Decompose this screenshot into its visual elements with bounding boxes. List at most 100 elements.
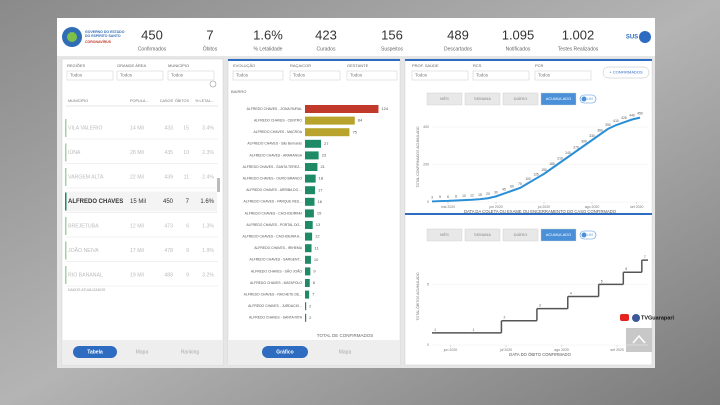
bar[interactable] [305,244,312,253]
tab[interactable]: Mapa [339,349,352,355]
bar[interactable] [305,209,314,218]
bar[interactable] [305,267,311,276]
view-label[interactable]: ACUMULADO [546,232,572,237]
table-cell[interactable]: ALFREDO CHAVES [68,199,123,205]
table-cell[interactable]: RIO BANANAL [68,272,103,278]
table-cell[interactable]: 9 [186,272,189,278]
view-button[interactable] [426,92,463,106]
table-cell[interactable]: 1.9% [202,248,214,254]
bar[interactable] [305,151,319,160]
tab-active[interactable] [73,346,117,358]
bar[interactable] [305,139,321,148]
table-cell[interactable]: 17 Mil [130,248,144,254]
bar[interactable] [305,186,316,195]
table-cell[interactable]: 1.3% [202,223,214,229]
table-cell[interactable]: 15 Mil [130,199,146,205]
view-button[interactable] [502,92,539,106]
view-label[interactable]: SEMANA [474,232,491,237]
table-cell[interactable]: 3.2% [202,272,214,278]
table-cell[interactable]: 14 Mil [130,125,144,131]
x-tick-label: ago 2020 [554,348,569,352]
view-button[interactable] [464,228,501,242]
bar[interactable] [305,174,316,183]
table-cell[interactable]: 473 [164,223,173,229]
scroll-top-button[interactable] [626,328,652,352]
view-button[interactable] [502,228,539,242]
table-cell[interactable]: 433 [164,125,173,131]
button-label[interactable]: + CONFIRMADOS [609,70,643,75]
help-icon[interactable] [209,80,217,88]
dropdown[interactable] [289,70,341,81]
table-cell[interactable]: 11 [184,174,189,180]
table-cell[interactable]: 478 [164,248,173,254]
bar[interactable] [305,313,307,322]
button[interactable] [602,66,650,79]
bar[interactable] [305,255,311,264]
view-button[interactable] [426,228,463,242]
table-cell[interactable]: 435 [164,150,173,156]
dropdown[interactable] [66,70,114,81]
chart-title: BAIRRO [231,89,246,94]
table-cell[interactable]: IÚNA [68,149,81,156]
view-label[interactable]: MÊS [440,232,449,237]
dropdown[interactable] [167,70,215,81]
view-label[interactable]: SEMANA [474,96,491,101]
dropdown[interactable] [116,70,164,81]
data-label: 12 [315,234,320,239]
tab[interactable]: Ranking [181,349,200,355]
bar[interactable] [305,197,315,206]
bar[interactable] [305,221,313,229]
sus-text: SUS [626,35,638,41]
table-cell[interactable]: 9 [186,248,189,254]
table-cell[interactable]: 450 [163,199,174,205]
view-button[interactable] [464,92,501,106]
bar[interactable] [305,302,307,311]
tab[interactable]: Tabela [87,349,103,355]
dropdown[interactable] [472,70,530,81]
row-indicator [65,168,67,186]
table-cell[interactable]: 6 [186,223,189,229]
view-label[interactable]: MÊS [440,96,449,101]
table-cell[interactable]: 1.6% [200,199,214,205]
table-cell[interactable]: 22 Mil [130,174,144,180]
tab[interactable]: Gráfico [276,349,294,355]
table-cell[interactable]: 10 [183,150,189,156]
table-cell[interactable]: 15 [183,125,189,131]
dropdown[interactable] [232,70,284,81]
bar[interactable] [305,163,318,171]
bar[interactable] [305,232,313,241]
dropdown[interactable] [534,70,592,81]
view-button[interactable] [540,92,577,106]
data-label: 2 [309,315,312,320]
scrollbar[interactable] [217,178,220,192]
bar[interactable] [305,290,310,299]
tab-active[interactable] [262,346,308,358]
tab[interactable]: Mapa [136,349,149,355]
dropdown[interactable] [411,70,469,81]
bar[interactable] [305,279,310,287]
table-cell[interactable]: 28 Mil [130,150,144,156]
view-label[interactable]: ACUMULADO [546,96,572,101]
data-label: 210 [557,157,563,161]
table-cell[interactable]: 7 [186,199,190,205]
data-label: 10 [462,194,466,198]
table-cell[interactable]: VILA VALERIO [68,125,103,131]
table-cell[interactable]: 12 Mil [130,223,144,229]
table-cell[interactable]: JOÃO NEIVA [68,247,99,254]
view-label[interactable]: DIÁRIO [514,232,528,237]
bar[interactable] [305,116,355,125]
table-cell[interactable]: 19 Mil [130,272,144,278]
table-cell[interactable]: BREJETUBA [68,223,99,229]
table-cell[interactable]: 439 [164,174,173,180]
table-cell[interactable]: 488 [164,272,173,278]
dropdown[interactable] [346,70,398,81]
table-cell[interactable]: VARGEM ALTA [68,174,104,180]
table-cell[interactable]: 3.4% [202,125,214,131]
view-button[interactable] [540,228,577,242]
bar[interactable] [305,105,379,113]
bar[interactable] [305,128,350,137]
data-label: 30 [494,190,498,194]
table-cell[interactable]: 2.4% [202,174,214,180]
table-cell[interactable]: 2.3% [202,150,214,156]
view-label[interactable]: DIÁRIO [514,96,528,101]
